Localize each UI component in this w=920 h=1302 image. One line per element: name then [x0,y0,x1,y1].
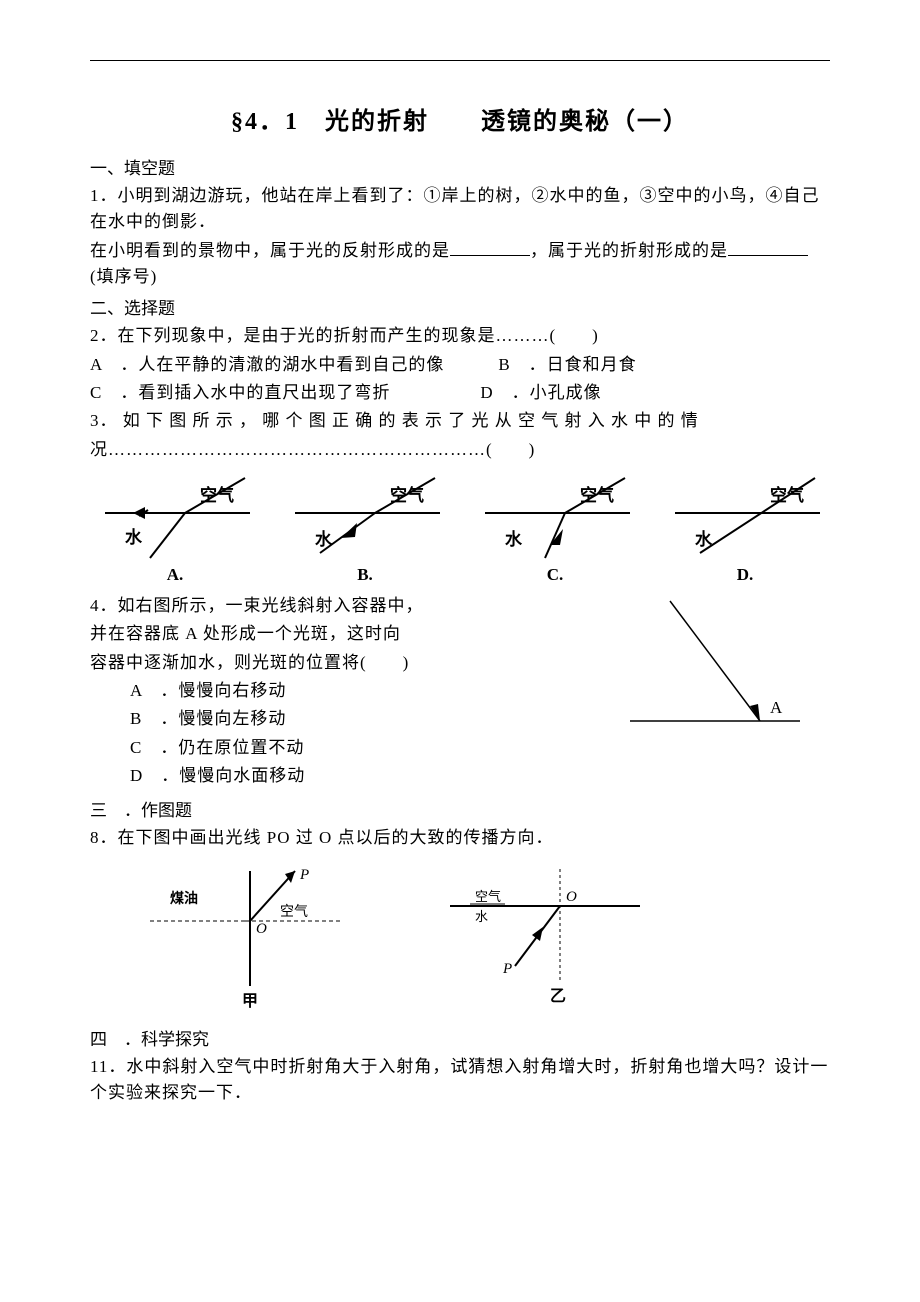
q4-optD[interactable]: D ．慢慢向水面移动 [130,763,570,789]
section2-heading: 二、选择题 [90,294,830,319]
q3-panel-A: 空气 水 A. [90,473,260,585]
q11-stem: 11．水中斜射入空气中时折射角大于入射角，试猜想入射角增大时，折射角也增大吗？设… [90,1054,830,1107]
q3-num: 3 [90,411,100,430]
q8l-oil: 煤油 [170,890,198,907]
q8-num: 8 [90,828,100,847]
q2-optA[interactable]: A ．人在平静的清澈的湖水中看到自己的像 [90,355,444,374]
q3-labelD: D. [660,565,830,585]
section4-heading: 四 ．科学探究 [90,1025,830,1050]
q8r-air: 空气 [475,889,501,904]
q8r-water: 水 [475,909,488,924]
q1-blank2[interactable] [728,238,808,256]
q3C-air-label: 空气 [580,485,614,505]
q3B-air-label: 空气 [390,485,424,505]
q3D-air-label: 空气 [770,485,804,505]
q4-line2: 并在容器底 A 处形成一个光斑，这时向 [90,621,570,647]
q3-svg-C: 空气 水 [475,473,635,563]
q8l-air: 空气 [280,904,308,920]
q3D-water-label: 水 [695,529,713,549]
q11-stem-text: ．水中斜射入空气中时折射角大于入射角，试猜想入射角增大时，折射角也增大吗？设计一… [90,1057,828,1102]
q4-line1: 4．如右图所示，一束光线斜射入容器中， [90,593,570,619]
q2-optC[interactable]: C ．看到插入水中的直尺出现了弯折 [90,383,390,402]
q8r-P: P [502,961,512,977]
q8-svg-right: P O 空气 水 乙 [420,861,650,1011]
q8r-sub: 乙 [550,988,566,1005]
q3-stem-text: ． 如 下 图 所 示 ， 哪 个 图 正 确 的 表 示 了 光 从 空 气 … [100,411,699,430]
q4-options: A ．慢慢向右移动 B ．慢慢向左移动 C ．仍在原位置不动 D ．慢慢向水面移… [90,678,570,789]
q8l-sub: 甲 [242,992,258,1010]
q3-labelB: B. [280,565,450,585]
q1: 1．小明到湖边游玩，他站在岸上看到了：①岸上的树，②水中的鱼，③空中的小鸟，④自… [90,183,830,236]
q8l-P: P [299,867,309,883]
q8-stem-text: ．在下图中画出光线 PO 过 O 点以后的大致的传播方向． [100,828,554,847]
q2-optB[interactable]: B ．日食和月食 [498,355,636,374]
section3-heading: 三 ．作图题 [90,796,830,821]
q8-stem: 8．在下图中画出光线 PO 过 O 点以后的大致的传播方向． [90,825,830,851]
q3-labelC: C. [470,565,640,585]
q4-line3: 容器中逐渐加水，则光斑的位置将( ) [90,650,570,676]
q2-stem: 2．在下列现象中，是由于光的折射而产生的现象是………( ) [90,323,830,349]
top-rule [90,60,830,61]
q4-labelA: A [770,698,783,717]
q4-svg: A [590,591,810,741]
q1-line2c: (填序号) [90,267,157,286]
q4-optC[interactable]: C ．仍在原位置不动 [130,735,570,761]
q3A-water-label: 水 [125,527,143,547]
q3-panel-D: 空气 水 D. [660,473,830,585]
q2-opts-row1: A ．人在平静的清澈的湖水中看到自己的像 B ．日食和月食 [90,352,830,378]
q2-stem-text: ．在下列现象中，是由于光的折射而产生的现象是………( ) [100,326,599,345]
q3-diagrams: 空气 水 A. 空气 水 B. 空气 [90,473,830,585]
q8l-O: O [256,921,267,937]
q1-num: 1 [90,186,100,205]
q3-panel-B: 空气 水 B. [280,473,450,585]
q2-optD[interactable]: D ．小孔成像 [480,383,601,402]
q11-num: 11 [90,1057,108,1076]
q3-svg-A: 空气 水 [95,473,255,563]
q1-line2b: ，属于光的折射形成的是 [530,241,728,260]
q3B-water-label: 水 [315,529,333,549]
q8r-O: O [566,889,577,905]
q3-stem-tail: 况………………………………………………………( ) [90,437,830,463]
q1-line1: ．小明到湖边游玩，他站在岸上看到了：①岸上的树，②水中的鱼，③空中的小鸟，④自己… [90,186,820,231]
q1-line2: 在小明看到的景物中，属于光的反射形成的是 ，属于光的折射形成的是 (填序号) [90,238,830,291]
q2-opts-row2: C ．看到插入水中的直尺出现了弯折 D ．小孔成像 [90,380,830,406]
q4-line1-text: ．如右图所示，一束光线斜射入容器中， [100,596,424,615]
q3C-water-label: 水 [505,529,523,549]
q8-diagrams: P O 煤油 空气 甲 P O 空气 水 乙 [130,861,830,1011]
page-title: §4．1 光的折射 透镜的奥秘（一） [90,101,830,136]
q4-diagram: A [590,591,830,746]
q4-optB[interactable]: B ．慢慢向左移动 [130,706,570,732]
q3-stem: 3． 如 下 图 所 示 ， 哪 个 图 正 确 的 表 示 了 光 从 空 气… [90,408,830,434]
q3A-air-label: 空气 [200,485,234,505]
q4-text: 4．如右图所示，一束光线斜射入容器中， 并在容器底 A 处形成一个光斑，这时向 … [90,591,570,791]
q8-svg-left: P O 煤油 空气 甲 [130,861,360,1011]
q4-optA[interactable]: A ．慢慢向右移动 [130,678,570,704]
q3-svg-D: 空气 水 [665,473,825,563]
q1-blank1[interactable] [450,238,530,256]
section1-heading: 一、填空题 [90,154,830,179]
q4-num: 4 [90,596,100,615]
q3-panel-C: 空气 水 C. [470,473,640,585]
q2-num: 2 [90,326,100,345]
q3-svg-B: 空气 水 [285,473,445,563]
q3-labelA: A. [90,565,260,585]
q4-block: 4．如右图所示，一束光线斜射入容器中， 并在容器底 A 处形成一个光斑，这时向 … [90,591,830,791]
q1-line2a: 在小明看到的景物中，属于光的反射形成的是 [90,241,450,260]
